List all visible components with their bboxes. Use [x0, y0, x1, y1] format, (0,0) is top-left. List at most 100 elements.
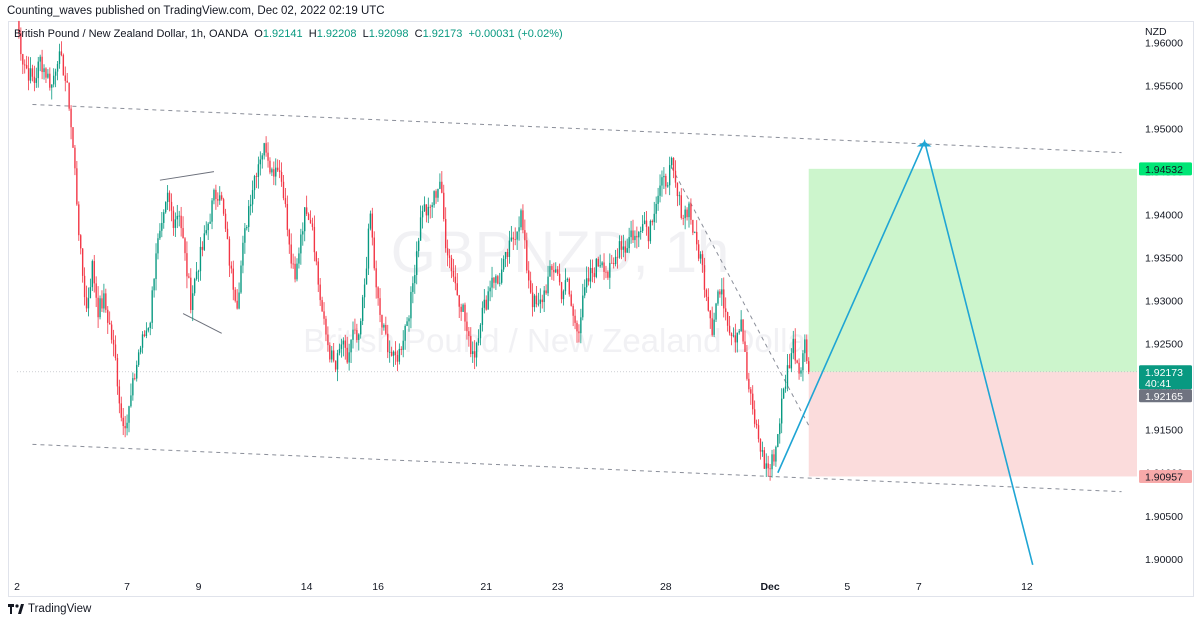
time-axis[interactable]: 2 7 9 14 16 21 23 28 Dec 5 7 12 — [14, 581, 1033, 593]
candle-body — [601, 262, 603, 266]
candle — [632, 219, 634, 244]
x-tick-label: 14 — [301, 581, 313, 593]
candle-body — [37, 61, 39, 79]
candle-body — [510, 237, 513, 241]
candle-body — [39, 56, 41, 62]
candle — [672, 157, 675, 179]
candle-body — [773, 454, 775, 462]
candle-body — [419, 217, 422, 241]
candle — [31, 64, 34, 82]
candle-body — [350, 339, 352, 353]
channel-lower — [32, 443, 1122, 493]
candle-body — [381, 314, 383, 328]
candle-body — [632, 230, 634, 241]
candle — [636, 226, 638, 249]
candle — [170, 193, 173, 222]
candle-body — [564, 280, 567, 292]
candle — [215, 184, 217, 210]
candle-body — [792, 338, 794, 354]
candle — [244, 223, 246, 254]
candle — [136, 360, 138, 382]
symbol-name: British Pound / New Zealand Dollar, 1h, … — [14, 28, 249, 40]
candle-body — [645, 220, 648, 227]
candle — [620, 235, 623, 260]
candle — [33, 65, 36, 92]
candle — [674, 160, 677, 188]
candle — [242, 235, 244, 274]
candle-body — [612, 263, 615, 265]
candle-body — [667, 185, 669, 187]
candle — [439, 173, 441, 190]
close-value: 1.92173 — [422, 28, 463, 40]
candle-body — [790, 353, 793, 369]
price-axis[interactable]: 1.960001.955001.950001.945001.940001.935… — [1145, 26, 1183, 566]
candle-body — [800, 370, 802, 374]
candle — [321, 296, 323, 312]
y-tick-label: 1.93500 — [1145, 253, 1183, 265]
candle — [593, 267, 596, 284]
stop-badge-bg — [1139, 469, 1192, 483]
candle — [643, 211, 646, 225]
candle — [493, 276, 495, 289]
candle — [329, 342, 331, 363]
candle — [108, 311, 111, 325]
candle — [508, 230, 511, 264]
prev-close-badge-text: 1.92165 — [1145, 391, 1183, 403]
candle — [155, 243, 157, 291]
candle-body — [717, 291, 719, 304]
candle — [340, 338, 343, 358]
candle-body — [219, 195, 221, 201]
candle-body — [248, 206, 250, 228]
candle-body — [164, 202, 167, 213]
candle — [456, 273, 458, 296]
candle-body — [531, 292, 534, 308]
candle — [541, 294, 543, 309]
candle-body — [280, 171, 283, 182]
candle-body — [344, 340, 346, 348]
candle — [599, 254, 601, 268]
candle — [649, 219, 652, 244]
candle — [564, 268, 567, 295]
candle-body — [66, 80, 68, 83]
candle-body — [22, 54, 24, 65]
candle — [273, 161, 275, 186]
candle — [27, 56, 30, 91]
candle — [259, 151, 262, 176]
candle — [500, 258, 503, 285]
x-tick-label: 7 — [124, 581, 130, 593]
candle-body — [209, 221, 211, 224]
candle-body — [558, 273, 561, 283]
candle-body — [678, 195, 681, 197]
position-zones[interactable] — [808, 168, 1137, 477]
candles[interactable] — [18, 20, 810, 481]
candle — [375, 260, 377, 299]
footer[interactable]: TradingView — [8, 603, 91, 615]
candle — [149, 321, 151, 336]
candle-body — [603, 262, 605, 272]
candle-body — [110, 324, 113, 340]
candle — [64, 66, 66, 92]
projection-path[interactable] — [777, 139, 1034, 566]
candle — [290, 233, 292, 269]
candle-body — [157, 238, 159, 254]
candle — [51, 84, 53, 100]
candle — [475, 341, 478, 367]
candle — [49, 67, 51, 91]
candle — [93, 254, 95, 293]
candle-body — [192, 293, 194, 310]
candle — [755, 419, 758, 429]
candle — [688, 201, 690, 228]
candle-body — [448, 255, 451, 258]
candle — [282, 174, 285, 201]
candle — [512, 231, 514, 250]
candle — [280, 162, 283, 187]
candle-body — [402, 340, 404, 350]
candle-body — [60, 51, 63, 56]
candle-body — [408, 318, 410, 322]
candle — [506, 248, 509, 267]
candle-body — [431, 205, 433, 207]
candle — [315, 251, 318, 266]
candle-body — [473, 351, 476, 358]
candle-body — [489, 287, 491, 292]
